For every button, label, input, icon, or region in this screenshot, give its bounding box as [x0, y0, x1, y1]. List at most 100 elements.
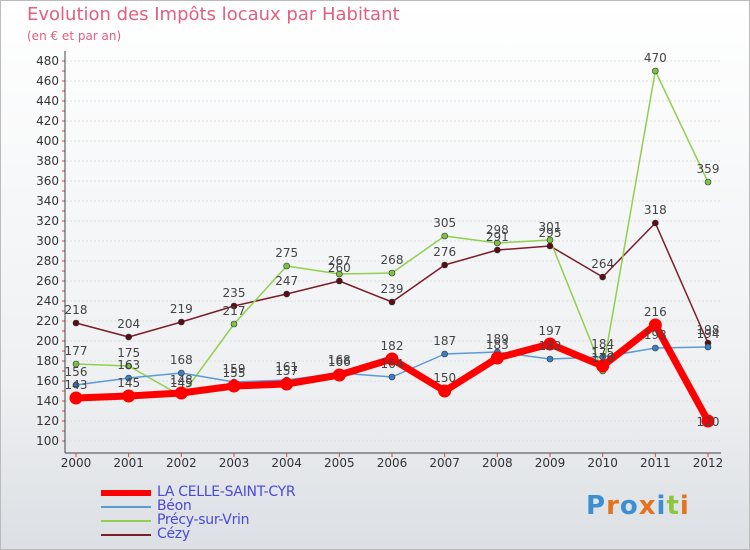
y-tick-label: 420	[36, 114, 59, 128]
data-label: 216	[644, 305, 667, 319]
x-tick-label: 2009	[535, 456, 566, 470]
data-label: 168	[170, 353, 193, 367]
data-point	[704, 343, 712, 351]
data-point	[125, 374, 132, 382]
data-label: 157	[275, 364, 298, 378]
data-label: 164	[381, 357, 404, 371]
data-label: 204	[117, 317, 140, 331]
data-label: 301	[539, 220, 562, 234]
data-label: 260	[328, 261, 351, 275]
data-label: 184	[591, 337, 614, 351]
data-point	[280, 377, 294, 391]
data-label: 187	[433, 334, 456, 348]
data-point	[72, 319, 80, 327]
data-label: 198	[697, 323, 720, 337]
y-tick-label: 180	[36, 354, 59, 368]
y-tick-label: 480	[36, 54, 59, 68]
data-label: 276	[433, 245, 456, 259]
data-point	[704, 178, 712, 186]
data-label: 247	[275, 274, 298, 288]
data-labels: 143 145 148 155 1571661821501831971752161201…	[65, 51, 720, 429]
data-point	[490, 351, 504, 365]
x-tick-label: 2006	[377, 456, 408, 470]
data-point	[543, 337, 557, 351]
data-point	[174, 386, 188, 400]
data-point	[332, 368, 346, 382]
data-label: 150	[433, 371, 456, 385]
data-point	[546, 236, 554, 244]
data-label: 143	[65, 378, 88, 392]
chart-title: Evolution des Impôts locaux par Habitant	[27, 4, 400, 25]
data-point	[72, 360, 80, 368]
legend-swatch	[101, 490, 151, 496]
x-axis-ticks: 2000 2001 2002 2003 2004 2005 2006 2007 2008 2009…	[61, 453, 723, 470]
data-point	[336, 270, 343, 278]
data-label: 156	[65, 365, 88, 379]
data-point	[336, 277, 343, 285]
data-label: 217	[223, 304, 246, 318]
data-point	[441, 232, 448, 240]
data-label: 197	[539, 324, 562, 338]
data-point	[701, 414, 715, 428]
x-tick-label: 2007	[429, 456, 460, 470]
data-label: 182	[381, 339, 404, 353]
legend-swatch	[101, 520, 151, 522]
data-label: 305	[433, 216, 456, 230]
x-tick-label: 2001	[113, 456, 144, 470]
data-label: 182	[539, 339, 562, 353]
legend-label: Précy-sur-Vrin	[157, 512, 250, 528]
data-point	[438, 384, 452, 398]
data-label: 218	[65, 303, 88, 317]
data-point	[125, 333, 132, 341]
data-point	[227, 379, 241, 393]
axes	[62, 51, 721, 454]
data-point	[283, 262, 290, 270]
data-label: 148	[170, 373, 193, 387]
data-point	[230, 320, 238, 328]
x-tick-label: 2011	[640, 456, 671, 470]
data-label: 170	[591, 351, 614, 365]
data-label: 275	[275, 246, 298, 260]
x-tick-label: 2010	[587, 456, 618, 470]
x-tick-label: 2005	[324, 456, 355, 470]
data-point	[599, 273, 606, 281]
data-point	[283, 290, 290, 298]
data-point	[125, 362, 132, 370]
data-point	[652, 219, 659, 227]
y-tick-label: 380	[36, 154, 59, 168]
legend-label: Cézy	[157, 526, 190, 542]
data-label: 183	[486, 338, 509, 352]
proxiti-logo: Proxiti	[586, 491, 690, 521]
data-label: 264	[591, 257, 614, 271]
x-tick-label: 2002	[166, 456, 197, 470]
data-label: 239	[381, 282, 404, 296]
data-point	[652, 67, 659, 75]
data-label: 168	[328, 353, 351, 367]
y-tick-label: 280	[36, 254, 59, 268]
data-label: 267	[328, 254, 351, 268]
legend-label: Béon	[157, 498, 192, 514]
data-point	[385, 352, 399, 366]
data-point	[494, 239, 501, 247]
legend-label: LA CELLE-SAINT-CYR	[157, 484, 296, 500]
data-label: 470	[644, 51, 667, 65]
data-label: 163	[117, 358, 140, 372]
legend-swatch	[101, 506, 151, 508]
legend-swatch	[101, 534, 151, 536]
series-points	[69, 67, 715, 428]
data-label: 194	[697, 327, 720, 341]
data-point	[178, 369, 185, 377]
grid	[66, 60, 721, 442]
y-axis-ticks: 100 120 140 160 180 200 220 240 260 280 300 320 340 3…	[36, 54, 59, 448]
data-label: 268	[381, 253, 404, 267]
data-label: 175	[591, 346, 614, 360]
data-label: 145	[117, 376, 140, 390]
y-tick-label: 400	[36, 134, 59, 148]
data-label: 166	[328, 355, 351, 369]
y-tick-label: 320	[36, 214, 59, 228]
data-label: 295	[539, 226, 562, 240]
data-point	[596, 359, 610, 373]
data-point	[652, 344, 659, 352]
